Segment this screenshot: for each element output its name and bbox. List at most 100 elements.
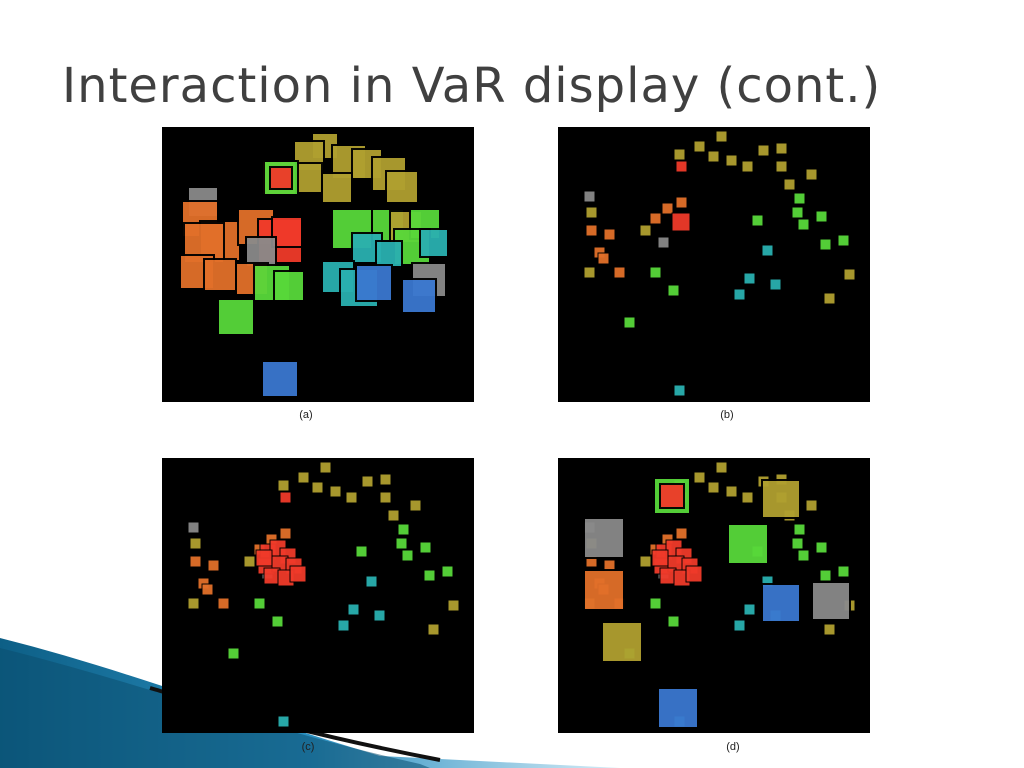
glyph-square [743, 603, 756, 616]
glyph-square [793, 523, 806, 536]
glyph-square [761, 244, 774, 257]
glyph-square [279, 491, 292, 504]
glyph-square [273, 270, 305, 302]
glyph-square [355, 264, 393, 302]
caption-d: (d) [726, 741, 740, 753]
glyph-square [217, 597, 230, 610]
glyph-square [661, 202, 674, 215]
glyph-square [815, 541, 828, 554]
glyph-square [815, 210, 828, 223]
glyph-square [379, 473, 392, 486]
glyph-square [253, 597, 266, 610]
glyph-square [319, 461, 332, 474]
glyph-square [583, 190, 596, 203]
glyph-square [775, 160, 788, 173]
glyph-square [675, 527, 688, 540]
glyph-square [715, 130, 728, 143]
glyph-square [727, 523, 769, 565]
glyph-square [189, 555, 202, 568]
glyph-square [385, 170, 419, 204]
glyph-square [187, 521, 200, 534]
glyph-square [375, 240, 403, 268]
glyph-square [321, 172, 353, 204]
glyph-square [217, 298, 255, 336]
var-display-panel-a [162, 127, 474, 402]
glyph-square [261, 360, 299, 398]
caption-c: (c) [301, 741, 315, 753]
glyph-square [395, 537, 408, 550]
glyph-square [597, 252, 610, 265]
glyph-square [819, 569, 832, 582]
glyph-square [419, 228, 449, 258]
glyph-square [585, 206, 598, 219]
glyph-square [337, 619, 350, 632]
glyph-square [227, 647, 240, 660]
glyph-square [675, 160, 688, 173]
glyph-square [401, 549, 414, 562]
glyph-square [347, 603, 360, 616]
glyph-square [783, 178, 796, 191]
glyph-square [649, 266, 662, 279]
caption-a: (a) [299, 409, 313, 421]
glyph-square [613, 266, 626, 279]
glyph-square [743, 272, 756, 285]
glyph-square [733, 619, 746, 632]
glyph-square [603, 228, 616, 241]
glyph-square [441, 565, 454, 578]
glyph-square [207, 559, 220, 572]
glyph-square [797, 218, 810, 231]
glyph-square [805, 499, 818, 512]
glyph-square [707, 150, 720, 163]
glyph-square [775, 142, 788, 155]
glyph-square [757, 144, 770, 157]
glyph-square [401, 278, 437, 314]
glyph-square [583, 569, 625, 611]
glyph-square [673, 384, 686, 397]
glyph-square [623, 316, 636, 329]
glyph-square [279, 527, 292, 540]
glyph-square [693, 140, 706, 153]
glyph-square [673, 148, 686, 161]
glyph-square [583, 517, 625, 559]
glyph-square [791, 206, 804, 219]
glyph-square [397, 523, 410, 536]
glyph-square [427, 623, 440, 636]
glyph-square [667, 615, 680, 628]
glyph-square [365, 575, 378, 588]
glyph-square [651, 549, 669, 567]
glyph-square [361, 475, 374, 488]
glyph-square [819, 238, 832, 251]
glyph-square [379, 491, 392, 504]
glyph-square [797, 549, 810, 562]
glyph-square [271, 615, 284, 628]
glyph-square [811, 581, 851, 621]
glyph-square [693, 471, 706, 484]
glyph-square [741, 160, 754, 173]
glyph-square [761, 583, 801, 623]
glyph-square [297, 471, 310, 484]
glyph-square [583, 266, 596, 279]
glyph-square [601, 621, 643, 663]
glyph-square [685, 565, 703, 583]
glyph-square [707, 481, 720, 494]
glyph-square [793, 192, 806, 205]
glyph-square [659, 483, 685, 509]
glyph-square [409, 499, 422, 512]
caption-b: (b) [720, 409, 734, 421]
glyph-square [203, 258, 237, 292]
glyph-square [649, 597, 662, 610]
glyph-square [311, 481, 324, 494]
var-display-a-plot [179, 132, 449, 398]
glyph-square [189, 537, 202, 550]
glyph-square [837, 234, 850, 247]
var-display-panel-d [558, 458, 870, 733]
slide-title: Interaction in VaR display (cont.) [62, 58, 882, 114]
glyph-square [671, 212, 691, 232]
glyph-square [675, 196, 688, 209]
glyph-square [725, 154, 738, 167]
glyph-square [667, 284, 680, 297]
glyph-square [649, 212, 662, 225]
glyph-square [639, 555, 652, 568]
glyph-square [769, 278, 782, 291]
glyph-square [243, 555, 256, 568]
